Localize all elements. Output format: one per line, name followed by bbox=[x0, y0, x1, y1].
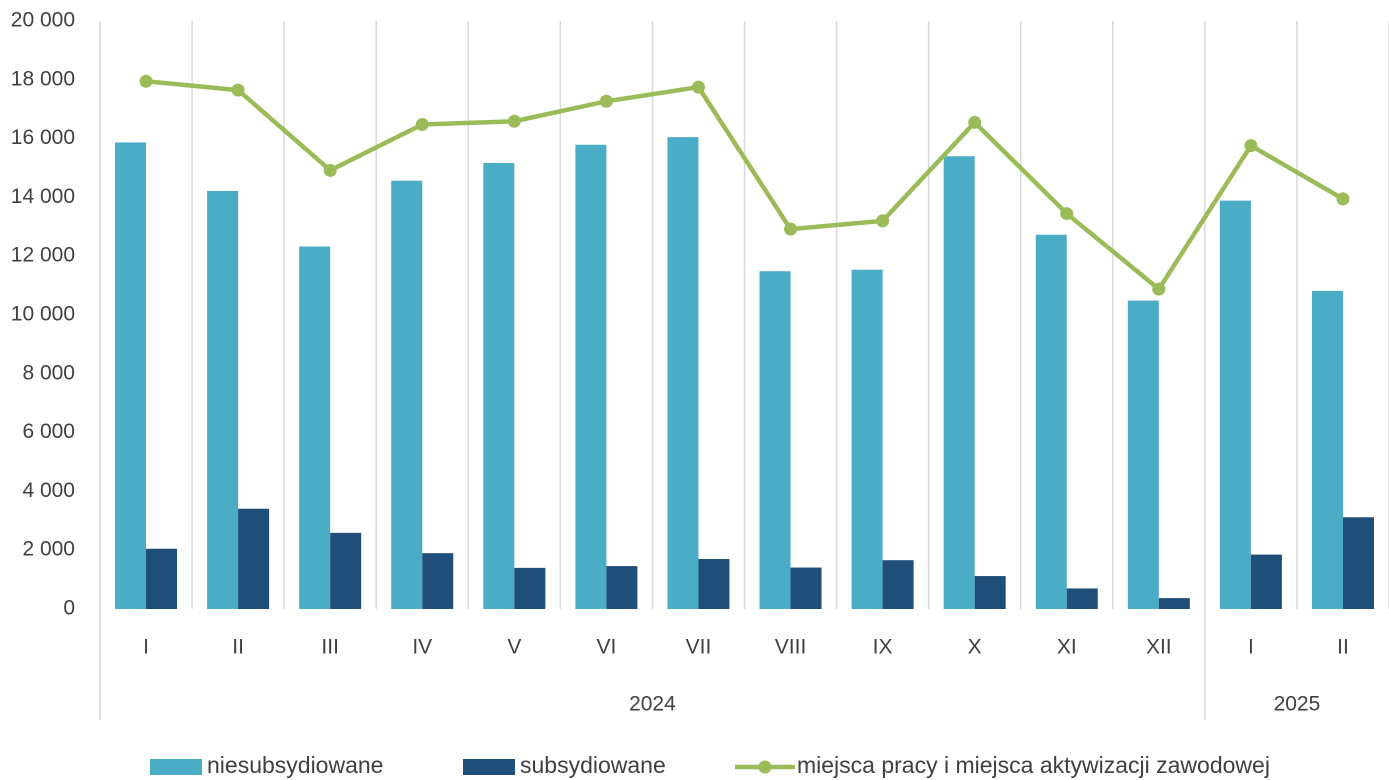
x-tick-label: V bbox=[507, 636, 521, 659]
x-tick-label: II bbox=[232, 636, 244, 659]
line-marker bbox=[1244, 139, 1258, 153]
x-tick-label: III bbox=[321, 636, 339, 659]
line bbox=[145, 79, 1345, 292]
group-label: 2025 bbox=[1274, 693, 1321, 716]
line-marker bbox=[323, 163, 337, 177]
y-tick-label: 12 000 bbox=[11, 244, 75, 267]
y-tick-label: 18 000 bbox=[11, 67, 75, 90]
bar bbox=[943, 156, 975, 610]
bar bbox=[146, 548, 178, 609]
legend-label: miejsca pracy i miejsca aktywizacji zawo… bbox=[797, 752, 1270, 778]
bar bbox=[606, 566, 638, 609]
bar bbox=[1035, 234, 1067, 609]
x-tick-label: I bbox=[143, 636, 149, 659]
x-tick-label: X bbox=[968, 636, 982, 659]
bar bbox=[483, 163, 515, 609]
bar bbox=[391, 180, 423, 609]
bar bbox=[882, 560, 914, 609]
legend-swatch-marker bbox=[758, 760, 772, 774]
bar bbox=[299, 246, 331, 610]
bar bbox=[238, 508, 270, 609]
line-marker bbox=[784, 222, 798, 236]
y-tick-label: 8 000 bbox=[22, 361, 75, 384]
x-tick-label: II bbox=[1337, 636, 1349, 659]
line-marker bbox=[599, 94, 613, 108]
y-tick-label: 2 000 bbox=[22, 538, 75, 561]
line-marker bbox=[876, 214, 890, 228]
group-label: 2024 bbox=[629, 693, 676, 716]
line-marker bbox=[1152, 282, 1166, 296]
bar bbox=[115, 142, 147, 609]
bar bbox=[1066, 588, 1098, 609]
bar bbox=[759, 271, 791, 609]
legend-label: niesubsydiowane bbox=[207, 752, 383, 778]
x-tick-label: VIII bbox=[775, 636, 807, 659]
x-tick-label: XI bbox=[1057, 636, 1077, 659]
line-marker bbox=[968, 115, 982, 129]
bar bbox=[851, 269, 883, 609]
bar bbox=[667, 137, 699, 609]
bar bbox=[514, 567, 546, 609]
y-tick-label: 4 000 bbox=[22, 479, 75, 502]
line-marker bbox=[231, 83, 245, 97]
bar bbox=[207, 190, 239, 609]
bar bbox=[698, 559, 730, 609]
y-tick-label: 10 000 bbox=[11, 303, 75, 326]
line-marker bbox=[415, 117, 429, 131]
line-marker bbox=[507, 114, 521, 128]
bar bbox=[1127, 300, 1159, 609]
bar bbox=[422, 553, 454, 609]
y-tick-label: 6 000 bbox=[22, 420, 75, 443]
x-tick-label: IV bbox=[412, 636, 432, 659]
line-marker bbox=[1336, 192, 1350, 206]
legend-swatch bbox=[150, 759, 202, 775]
y-tick-label: 14 000 bbox=[11, 185, 75, 208]
y-tick-label: 20 000 bbox=[11, 9, 75, 32]
bar bbox=[1342, 517, 1374, 609]
x-tick-label: VII bbox=[686, 636, 712, 659]
x-tick-label: IX bbox=[873, 636, 893, 659]
bar bbox=[1158, 598, 1190, 609]
bar bbox=[1250, 554, 1282, 609]
legend-label: subsydiowane bbox=[520, 752, 666, 778]
line-marker bbox=[139, 74, 153, 88]
legend-swatch bbox=[463, 759, 515, 775]
bar bbox=[330, 532, 362, 609]
x-tick-label: XII bbox=[1146, 636, 1172, 659]
bar bbox=[790, 567, 822, 609]
x-tick-label: VI bbox=[596, 636, 616, 659]
bar bbox=[1311, 290, 1343, 609]
bar bbox=[974, 576, 1006, 609]
bar bbox=[1219, 200, 1251, 609]
line-marker bbox=[691, 80, 705, 94]
y-tick-label: 0 bbox=[63, 597, 75, 620]
bar bbox=[575, 144, 607, 610]
line-marker bbox=[1060, 207, 1074, 221]
y-tick-label: 16 000 bbox=[11, 126, 75, 149]
x-tick-label: I bbox=[1248, 636, 1254, 659]
